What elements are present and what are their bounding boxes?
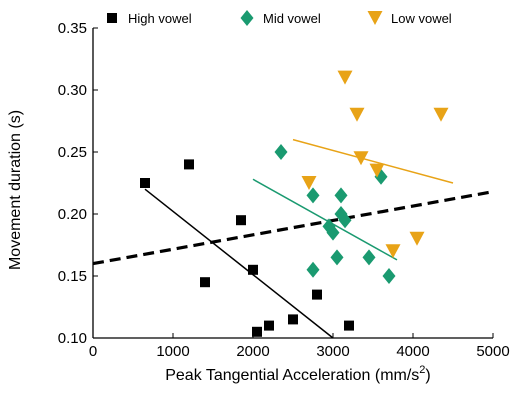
data-point-low-vowel bbox=[301, 176, 317, 190]
data-point-high-vowel bbox=[288, 314, 298, 325]
data-point-mid-vowel bbox=[330, 249, 344, 266]
x-tick-label: 3000 bbox=[316, 343, 349, 360]
x-axis-label-main: Peak Tangential Acceleration (mm/s bbox=[165, 367, 419, 384]
y-tick-label: 0.35 bbox=[58, 20, 87, 37]
legend-marker-high-vowel bbox=[107, 13, 117, 23]
data-point-low-vowel bbox=[353, 151, 369, 166]
legend-marker-mid-vowel bbox=[240, 10, 254, 26]
y-axis-label: Movement duration (s) bbox=[7, 110, 24, 270]
x-tick-label: 4000 bbox=[396, 343, 429, 360]
y-tick-label: 0.10 bbox=[58, 330, 87, 347]
data-point-high-vowel bbox=[264, 320, 274, 331]
legend: High vowel Mid vowel Low vowel bbox=[107, 10, 452, 26]
legend-label-mid-vowel: Mid vowel bbox=[263, 11, 321, 26]
data-point-mid-vowel bbox=[326, 224, 340, 241]
data-point-mid-vowel bbox=[306, 261, 320, 278]
data-point-high-vowel bbox=[248, 264, 258, 275]
y-tick-label: 0.30 bbox=[58, 82, 87, 99]
data-point-high-vowel bbox=[236, 215, 246, 226]
axes: 0 1000 2000 3000 4000 5000 0.10 0.15 0.20 0.25 0.3… bbox=[58, 20, 510, 360]
data-point-mid-vowel bbox=[306, 187, 320, 204]
data-point-high-vowel bbox=[252, 326, 262, 337]
data-point-low-vowel bbox=[369, 163, 385, 178]
y-tick-label: 0.20 bbox=[58, 206, 87, 223]
y-tick-label: 0.25 bbox=[58, 144, 87, 161]
legend-label-high-vowel: High vowel bbox=[128, 11, 192, 26]
x-tick-label: 0 bbox=[89, 343, 97, 360]
x-axis-label-superscript: 2 bbox=[419, 364, 425, 376]
fit-lines bbox=[92, 138, 494, 339]
y-tick-label: 0.15 bbox=[58, 268, 87, 285]
data-point-high-vowel bbox=[184, 159, 194, 170]
legend-label-low-vowel: Low vowel bbox=[391, 11, 452, 26]
data-point-low-vowel bbox=[409, 231, 425, 246]
x-tick-label: 1000 bbox=[156, 343, 189, 360]
legend-marker-low-vowel bbox=[367, 11, 383, 25]
data-point-low-vowel bbox=[385, 244, 401, 259]
data-point-high-vowel bbox=[140, 178, 150, 188]
x-tick-label: 5000 bbox=[476, 343, 509, 360]
data-point-mid-vowel bbox=[338, 212, 352, 229]
data-point-high-vowel bbox=[344, 320, 354, 331]
x-axis-label-close: ) bbox=[425, 367, 430, 384]
fit-line-high-vowel bbox=[144, 188, 334, 339]
x-axis-label: Peak Tangential Acceleration (mm/s2) bbox=[165, 364, 431, 384]
data-point-high-vowel bbox=[312, 289, 322, 300]
data-point-low-vowel bbox=[433, 107, 449, 122]
data-point-low-vowel bbox=[337, 70, 353, 85]
data-points bbox=[140, 70, 449, 337]
data-point-low-vowel bbox=[349, 107, 365, 122]
data-point-mid-vowel bbox=[362, 249, 376, 266]
data-point-mid-vowel bbox=[274, 144, 288, 160]
fit-line-mid-vowel bbox=[252, 178, 398, 261]
fit-line-low-vowel bbox=[292, 138, 454, 184]
data-point-high-vowel bbox=[200, 277, 210, 288]
data-point-mid-vowel bbox=[334, 187, 348, 204]
x-tick-label: 2000 bbox=[236, 343, 269, 360]
data-point-mid-vowel bbox=[382, 268, 396, 284]
